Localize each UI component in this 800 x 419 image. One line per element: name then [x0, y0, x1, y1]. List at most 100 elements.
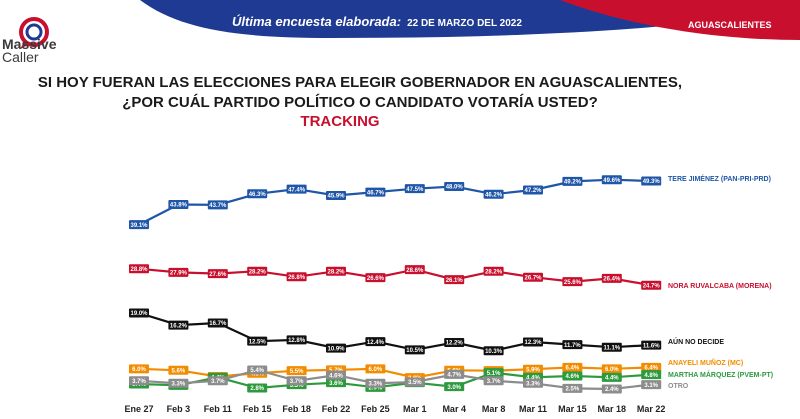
data-label-box-2-3	[247, 336, 268, 346]
data-label-4-13: 4.8%	[644, 373, 658, 379]
data-label-box-3-6	[365, 364, 386, 374]
survey-label: Última encuesta elaborada:	[232, 14, 402, 29]
data-label-1-2: 27.6%	[209, 272, 227, 278]
data-label-5-11: 2.5%	[566, 387, 580, 393]
data-label-5-10: 3.3%	[526, 382, 540, 388]
data-label-0-5: 45.9%	[327, 194, 345, 200]
data-label-box-2-4	[286, 335, 307, 345]
data-label-box-1-4	[286, 272, 307, 282]
legend-entry-3: ANAYELI MUÑOZ (MC)	[668, 358, 743, 367]
data-label-box-0-2	[207, 200, 228, 210]
chart-title-line1: SI HOY FUERAN LAS ELECCIONES PARA ELEGIR…	[37, 74, 683, 91]
data-label-box-1-8	[444, 275, 465, 285]
data-label-box-5-3	[247, 365, 268, 375]
data-label-3-13: 6.4%	[644, 366, 658, 372]
data-label-box-2-7	[404, 345, 425, 355]
legend-entry-1: NORA RUVALCABA (MORENA)	[668, 283, 772, 290]
data-label-box-0-1	[168, 199, 189, 209]
data-label-0-3: 46.3%	[249, 192, 267, 198]
data-label-box-1-12	[601, 273, 622, 283]
data-label-box-2-10	[523, 337, 543, 347]
data-label-2-6: 12.4%	[367, 340, 385, 346]
data-label-box-3-4	[286, 366, 307, 376]
data-label-1-3: 28.2%	[249, 269, 267, 275]
data-label-box-0-4	[286, 184, 307, 194]
data-label-1-9: 28.2%	[485, 269, 503, 275]
data-label-box-3-12	[601, 364, 622, 374]
data-label-box-2-9	[483, 346, 504, 356]
data-label-box-0-6	[365, 187, 386, 197]
data-label-1-1: 27.9%	[170, 271, 188, 277]
data-label-box-3-0	[129, 364, 149, 374]
x-tick-label-3: Feb 15	[243, 404, 272, 414]
data-label-0-6: 46.7%	[367, 190, 385, 196]
data-label-box-2-0	[129, 308, 149, 318]
data-label-2-3: 12.5%	[249, 339, 267, 345]
data-label-4-11: 4.6%	[566, 374, 580, 380]
data-label-box-5-5	[326, 370, 346, 380]
data-label-box-3-11	[562, 362, 583, 372]
data-label-3-0: 6.0%	[132, 367, 146, 373]
data-label-0-7: 47.5%	[406, 187, 424, 193]
data-label-3-10: 5.9%	[526, 367, 540, 373]
survey-info: Última encuesta elaborada: 22 DE MARZO DE…	[232, 14, 522, 29]
data-label-5-12: 2.4%	[605, 387, 619, 393]
data-label-box-5-0	[129, 376, 149, 386]
data-label-0-9: 46.2%	[485, 192, 503, 198]
data-label-box-1-3	[247, 266, 268, 276]
x-tick-label-5: Feb 22	[322, 404, 351, 414]
data-label-3-1: 5.6%	[172, 369, 186, 375]
chart-subtitle: TRACKING	[300, 113, 380, 130]
data-label-box-2-13	[641, 340, 662, 350]
data-label-0-11: 49.2%	[564, 180, 582, 186]
data-label-4-6: 2.9%	[369, 386, 383, 392]
data-label-box-1-11	[562, 277, 583, 287]
x-tick-label-8: Mar 4	[442, 404, 466, 414]
data-label-box-1-2	[207, 269, 228, 279]
data-label-5-9: 3.7%	[487, 379, 501, 385]
data-label-box-2-6	[365, 337, 386, 347]
data-label-box-4-11	[562, 371, 583, 381]
chart-title-line2: ¿POR CUÁL PARTIDO POLÍTICO O CANDIDATO V…	[122, 94, 598, 111]
legend-entry-5: OTRO	[668, 383, 689, 390]
data-label-2-12: 11.1%	[603, 345, 620, 351]
x-tick-label-1: Feb 3	[167, 404, 191, 414]
data-label-5-13: 3.1%	[644, 383, 658, 389]
data-label-3-6: 6.0%	[369, 367, 383, 373]
data-label-2-11: 11.7%	[564, 343, 581, 349]
x-tick-label-12: Mar 18	[598, 404, 627, 414]
data-label-box-1-9	[483, 266, 504, 276]
data-label-box-3-1	[168, 365, 189, 375]
data-label-box-1-7	[404, 265, 425, 275]
data-label-box-0-12	[601, 175, 622, 185]
legend-entry-0: TERE JIMÉNEZ (PAN-PRI-PRD)	[668, 174, 771, 183]
data-label-box-4-9	[483, 368, 504, 378]
legend-entry-2: AÚN NO DECIDE	[668, 337, 724, 346]
data-label-box-5-4	[286, 376, 307, 386]
data-label-0-8: 48.0%	[446, 185, 464, 191]
data-label-box-5-10	[523, 378, 543, 388]
data-label-box-1-13	[641, 280, 662, 290]
brand-line2: Caller	[2, 49, 39, 65]
data-label-4-4: 3.3%	[290, 383, 304, 389]
data-label-box-5-13	[641, 380, 662, 390]
data-label-box-1-5	[326, 266, 346, 276]
data-label-2-0: 19.0%	[130, 311, 148, 317]
data-label-1-10: 26.7%	[524, 275, 542, 281]
data-label-5-2: 3.7%	[211, 379, 225, 385]
data-label-box-5-2	[207, 376, 228, 386]
survey-date: 22 DE MARZO DEL 2022	[407, 18, 522, 29]
data-label-1-6: 26.6%	[367, 276, 385, 282]
data-label-0-12: 49.6%	[603, 178, 621, 184]
data-label-box-4-12	[601, 372, 622, 382]
data-label-box-2-2	[207, 318, 228, 328]
data-label-1-5: 28.2%	[327, 269, 345, 275]
data-label-2-13: 11.6%	[643, 343, 660, 349]
data-label-0-4: 47.4%	[288, 187, 306, 193]
data-label-0-1: 43.8%	[170, 203, 188, 209]
data-label-box-0-9	[483, 189, 504, 199]
data-label-1-8: 26.1%	[446, 278, 464, 284]
data-label-box-5-7	[404, 377, 425, 387]
x-tick-label-0: Ene 27	[124, 404, 153, 414]
